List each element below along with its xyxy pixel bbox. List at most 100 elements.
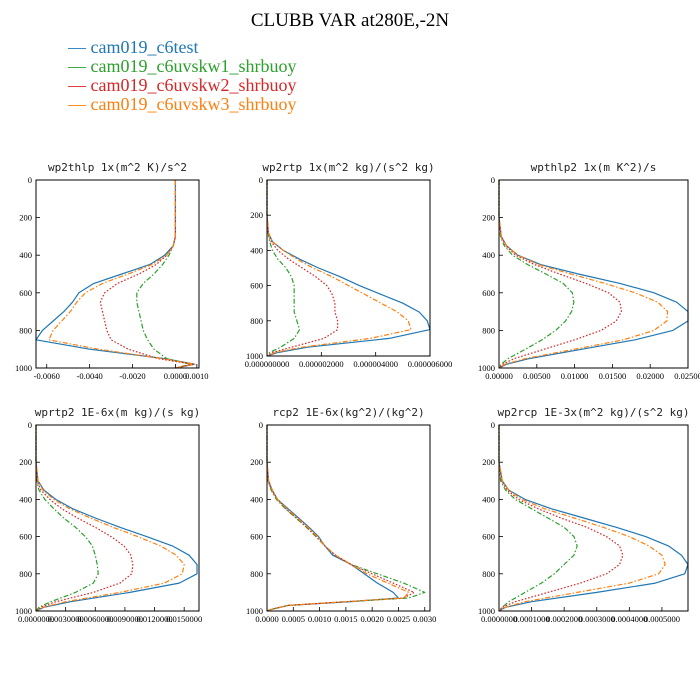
y-tick-label: 200 bbox=[482, 457, 495, 467]
x-tick-label: 0.00000 bbox=[485, 371, 513, 381]
series-line bbox=[498, 425, 666, 612]
x-tick-label: 0.00500 bbox=[523, 371, 551, 381]
chart-figure-title: CLUBB VAR at280E,-2N bbox=[250, 10, 450, 31]
x-tick-label: 0.02500 bbox=[674, 371, 700, 381]
series-line bbox=[266, 180, 431, 357]
panel-5: rcp2 1E-6x(kg^2)/(kg^2) 0 200 400 600 800 1000… bbox=[246, 406, 436, 624]
panel-3: wpthlp2 1x(m K^2)/s020040060080010000.00… bbox=[478, 161, 700, 381]
y-tick-label: 600 bbox=[19, 288, 32, 298]
y-tick-label: 400 bbox=[250, 494, 263, 504]
y-tick-label: 1000 bbox=[15, 606, 32, 616]
y-tick-label: 0 bbox=[491, 175, 495, 185]
panel-title: wp2thlp 1x(m^2 K)/s^2 bbox=[48, 161, 187, 174]
legend-swatch: — bbox=[68, 56, 91, 76]
series-line bbox=[266, 425, 426, 612]
y-tick-label: 400 bbox=[19, 494, 32, 504]
y-tick-label: 600 bbox=[482, 288, 495, 298]
x-tick-label: 0.0005 bbox=[282, 614, 305, 624]
y-tick-label: 400 bbox=[482, 250, 495, 260]
plot-frame bbox=[35, 424, 200, 612]
x-tick-label: 0.0000000 bbox=[18, 614, 54, 624]
legend-label: cam019_c6uvskw1_shrbuoy bbox=[90, 56, 297, 76]
x-tick-label: 0.0150000 bbox=[166, 614, 202, 624]
x-tick-label: 0.0004000 bbox=[611, 614, 647, 624]
legend-label: cam019_c6test bbox=[90, 37, 199, 57]
series-line bbox=[48, 180, 196, 369]
series-line bbox=[498, 180, 689, 369]
series-line bbox=[99, 180, 194, 369]
x-tick-label: 0.0000 bbox=[164, 371, 187, 381]
y-tick-label: 800 bbox=[250, 569, 263, 579]
panel-title: wpthlp2 1x(m K^2)/s bbox=[531, 161, 657, 174]
y-tick-label: 600 bbox=[482, 532, 495, 542]
series-line bbox=[266, 425, 410, 612]
y-tick-label: 400 bbox=[250, 245, 263, 255]
x-tick-label: 0.0020 bbox=[360, 614, 383, 624]
legend-swatch: — bbox=[68, 94, 91, 114]
x-tick-label: -0.0060 bbox=[34, 371, 60, 381]
series-line bbox=[498, 180, 575, 369]
legend-label: cam019_c6uvskw3_shrbuoy bbox=[90, 94, 297, 114]
legend-item-uvskw1: — cam019_c6uvskw1_shrbuoy bbox=[68, 57, 296, 76]
plot-frame bbox=[498, 179, 689, 369]
x-tick-label: 0.000006000 bbox=[408, 359, 453, 369]
series-line bbox=[266, 180, 412, 357]
series-line bbox=[498, 425, 689, 612]
legend-label: cam019_c6uvskw2_shrbuoy bbox=[90, 75, 297, 95]
y-tick-label: 1000 bbox=[478, 363, 495, 373]
panel-title: wp2rcp 1E-3x(m^2 kg)/(s^2 kg) bbox=[497, 406, 689, 419]
y-tick-label: 0 bbox=[259, 175, 263, 185]
x-tick-label: 0.01500 bbox=[599, 371, 627, 381]
series-line bbox=[266, 180, 339, 357]
x-tick-label: 0.0030 bbox=[413, 614, 436, 624]
x-tick-label: 0.02000 bbox=[636, 371, 664, 381]
x-tick-label: 0.000004000 bbox=[353, 359, 398, 369]
series-line bbox=[35, 425, 99, 612]
x-tick-label: -0.0020 bbox=[119, 371, 145, 381]
y-tick-label: 0 bbox=[28, 175, 32, 185]
x-tick-label: 0.0005000 bbox=[644, 614, 680, 624]
series-line bbox=[35, 425, 185, 612]
y-tick-label: 200 bbox=[250, 210, 263, 220]
panel-4: wprtp2 1E-6x(m kg)/(s kg)0 200 400 600 800 10… bbox=[15, 406, 202, 624]
series-line bbox=[498, 425, 624, 612]
series-line bbox=[266, 425, 400, 612]
panel-6: wp2rcp 1E-3x(m^2 kg)/(s^2 kg)0 200 400 600 8… bbox=[478, 406, 690, 624]
x-tick-label: 0.0010 bbox=[308, 614, 331, 624]
x-tick-label: 0.0010 bbox=[185, 371, 208, 381]
legend: — cam019_c6test — cam019_c6uvskw1_shrbuo… bbox=[68, 38, 296, 114]
plot-frame bbox=[35, 179, 200, 369]
series-line bbox=[266, 180, 301, 357]
x-tick-label: 0.0002000 bbox=[546, 614, 582, 624]
series-line bbox=[35, 425, 198, 612]
y-tick-label: 1000 bbox=[246, 351, 263, 361]
legend-swatch: — bbox=[68, 37, 91, 57]
y-tick-label: 800 bbox=[19, 569, 32, 579]
panel-title: wprtp2 1E-6x(m kg)/(s kg) bbox=[35, 406, 201, 419]
x-tick-label: 0.0025 bbox=[387, 614, 410, 624]
series-line bbox=[498, 180, 623, 369]
x-tick-label: 0.01000 bbox=[561, 371, 589, 381]
legend-item-uvskw3: — cam019_c6uvskw3_shrbuoy bbox=[68, 95, 296, 114]
series-line bbox=[35, 425, 134, 612]
x-tick-label: 0.0000 bbox=[255, 614, 278, 624]
y-tick-label: 400 bbox=[19, 250, 32, 260]
series-line bbox=[498, 180, 669, 369]
y-tick-label: 200 bbox=[250, 457, 263, 467]
y-tick-label: 1000 bbox=[478, 606, 495, 616]
y-tick-label: 600 bbox=[250, 532, 263, 542]
y-tick-label: 800 bbox=[250, 316, 263, 326]
plot-frame bbox=[266, 179, 431, 357]
y-tick-label: 800 bbox=[482, 325, 495, 335]
series-line bbox=[498, 425, 578, 612]
x-tick-label: -0.0040 bbox=[77, 371, 103, 381]
y-tick-label: 0 bbox=[259, 420, 263, 430]
y-tick-label: 400 bbox=[482, 494, 495, 504]
y-tick-label: 0 bbox=[491, 420, 495, 430]
y-tick-label: 1000 bbox=[246, 606, 263, 616]
y-tick-label: 600 bbox=[19, 532, 32, 542]
y-tick-label: 200 bbox=[19, 457, 32, 467]
x-tick-label: 0.0120000 bbox=[136, 614, 172, 624]
x-tick-label: 0.0000000 bbox=[481, 614, 517, 624]
